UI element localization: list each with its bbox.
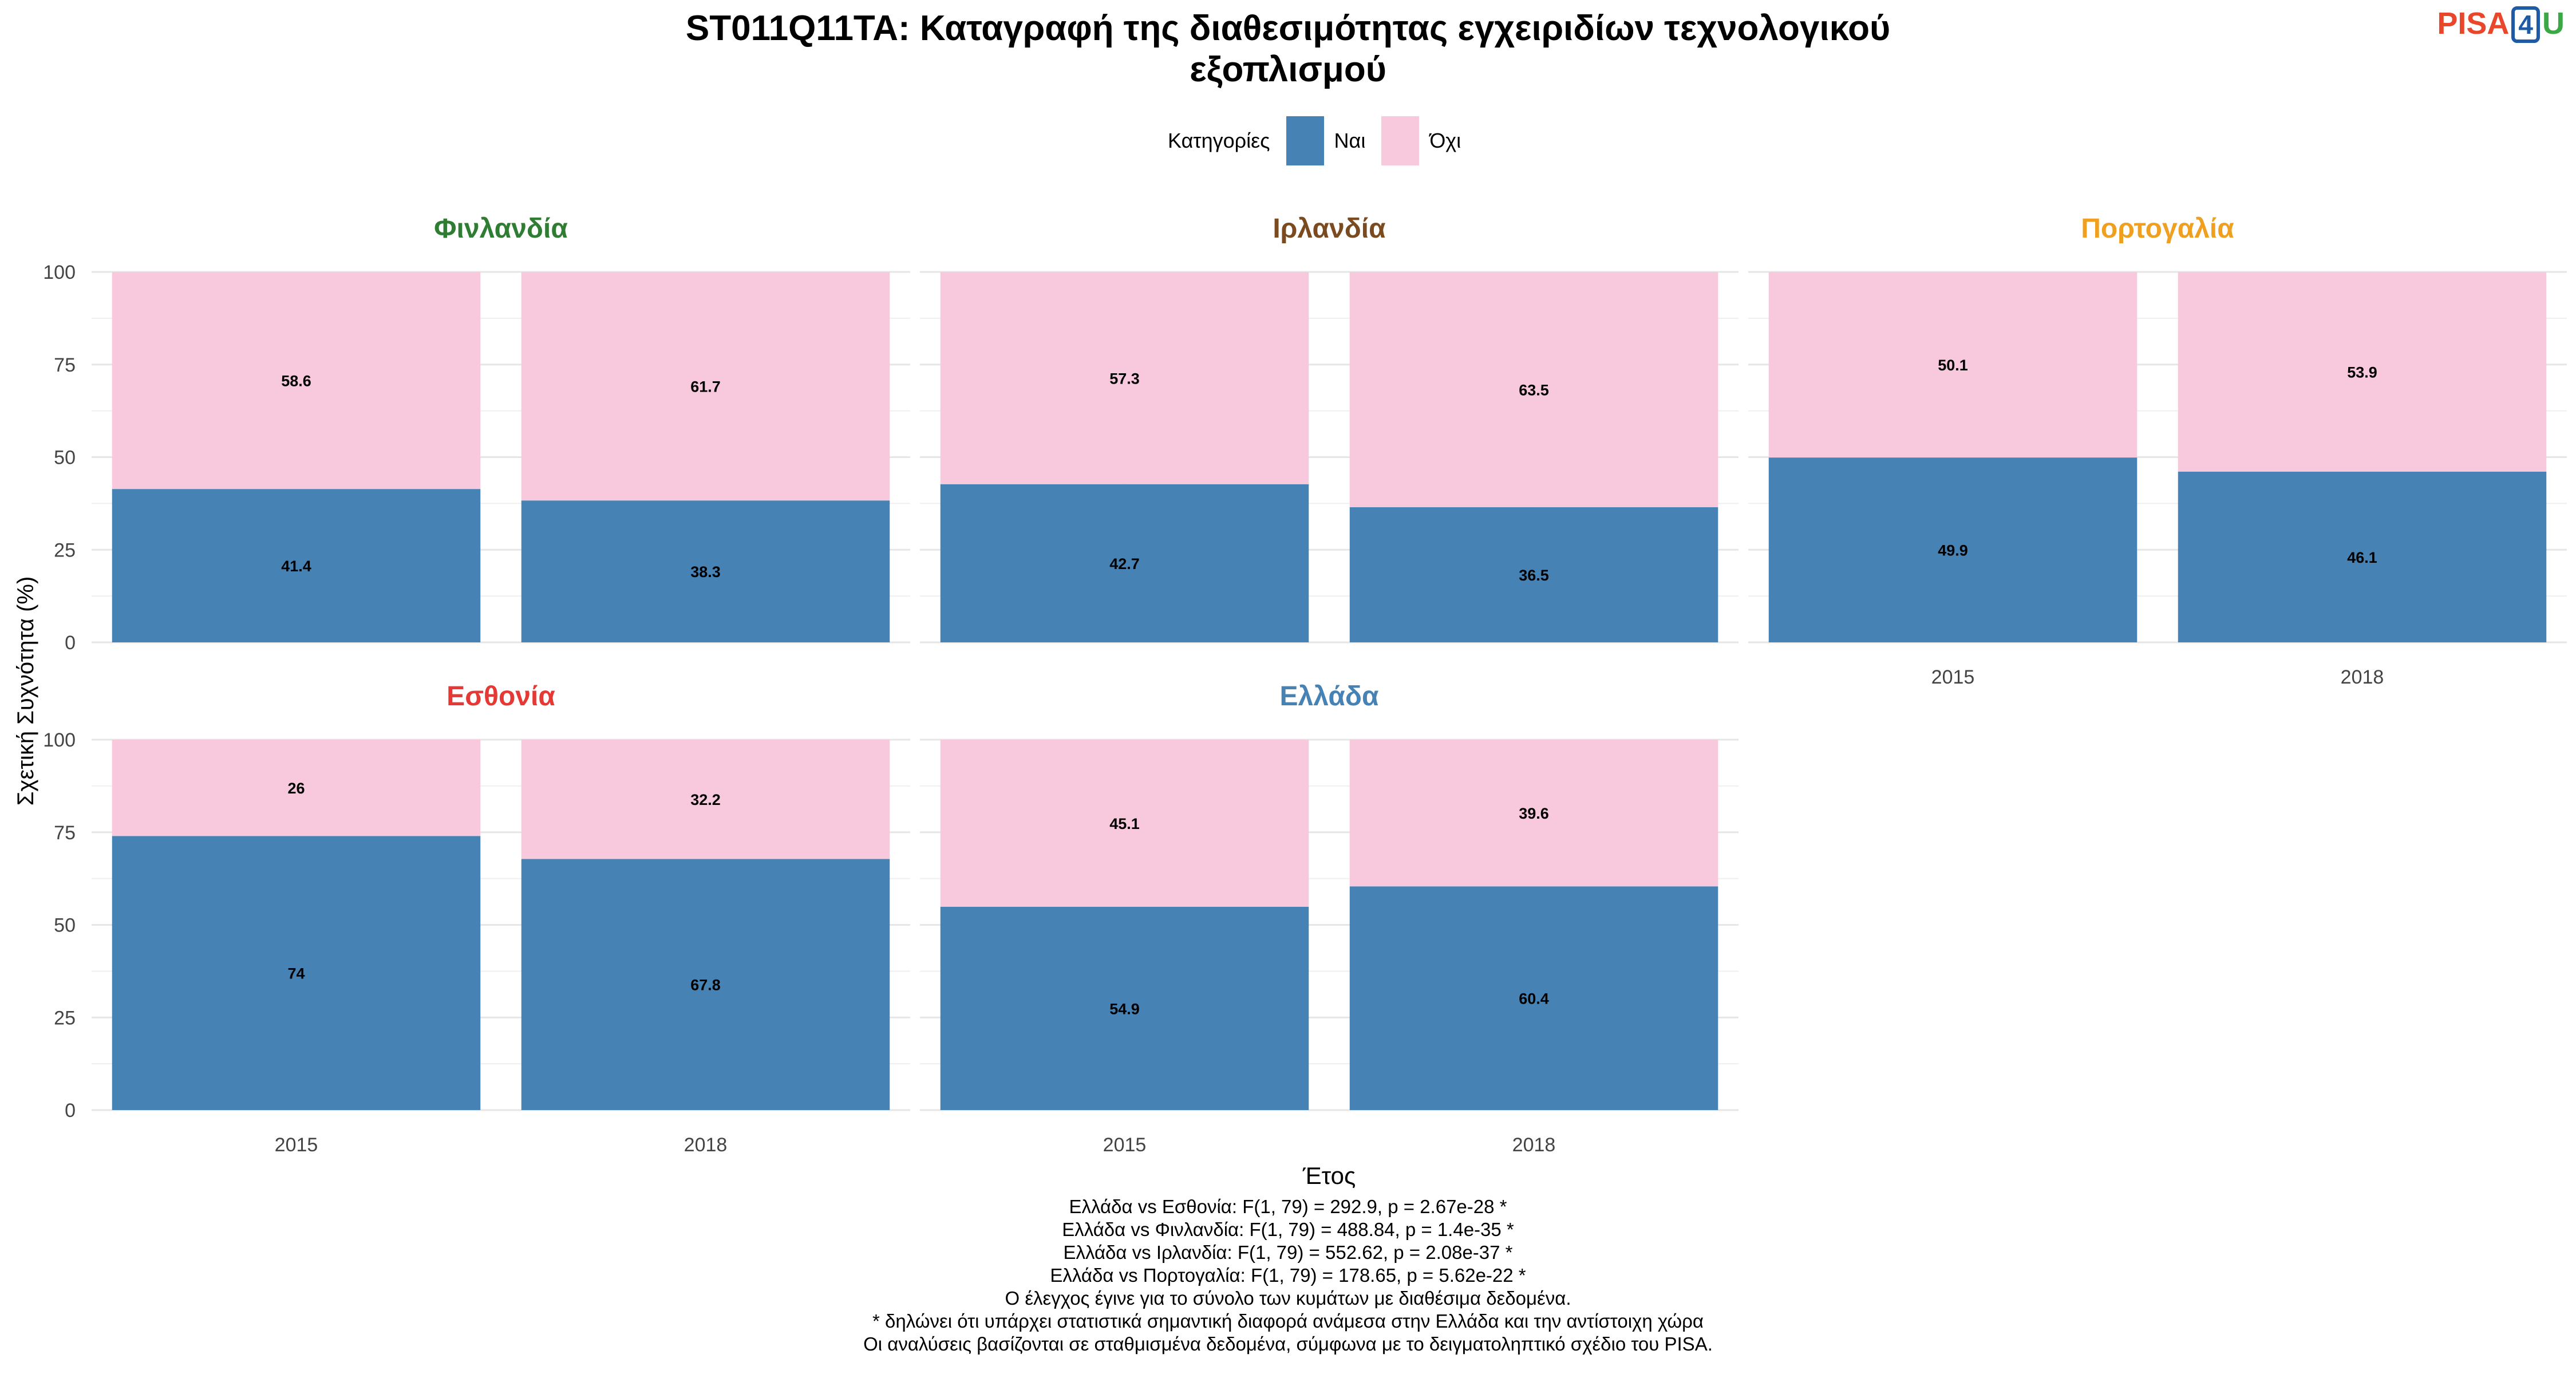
- bar-label-oxi: 32.2: [690, 791, 721, 808]
- note-line: Ελλάδα vs Φινλανδία: F(1, 79) = 488.84, …: [1062, 1219, 1514, 1240]
- x-tick-label: 2015: [1931, 666, 1975, 688]
- note-line: Ελλάδα vs Πορτογαλία: F(1, 79) = 178.65,…: [1050, 1265, 1526, 1286]
- y-tick-label: 25: [54, 539, 76, 561]
- facet-title-2: Ιρλανδία: [1273, 214, 1386, 244]
- bar-nai: [1349, 886, 1718, 1110]
- y-tick-label: 50: [54, 447, 76, 469]
- legend-label-nai: Ναι: [1334, 129, 1366, 152]
- x-axis-title: Έτος: [1302, 1162, 1356, 1189]
- bar-label-nai: 60.4: [1519, 990, 1549, 1008]
- chart-title-line-1: ST011Q11TA: Καταγραφή της διαθεσιμότητας…: [685, 9, 1891, 48]
- bar-label-nai: 38.3: [690, 563, 721, 581]
- note-line: Ο έλεγχος έγινε για το σύνολο των κυμάτω…: [1005, 1288, 1571, 1309]
- bar-label-oxi: 45.1: [1109, 815, 1140, 832]
- bar-label-oxi: 57.3: [1109, 370, 1140, 387]
- x-tick-label: 2018: [684, 1134, 728, 1156]
- y-tick-label: 50: [54, 915, 76, 937]
- bar-label-oxi: 53.9: [2347, 364, 2377, 381]
- bar-label-oxi: 26: [287, 780, 305, 797]
- bar-label-nai: 36.5: [1519, 567, 1549, 584]
- x-tick-label: 2018: [2341, 666, 2384, 688]
- facet-title-4: Εσθονία: [447, 681, 555, 712]
- bar-nai: [112, 489, 481, 642]
- y-tick-label: 75: [54, 822, 76, 844]
- chart-legend: Κατηγορίες Ναι Όχι: [1168, 114, 1461, 167]
- x-tick-label: 2015: [275, 1134, 318, 1156]
- facet-title-5: Ελλάδα: [1280, 681, 1379, 712]
- bar-oxi: [1768, 272, 2138, 458]
- logo-four-text: 4: [2511, 6, 2540, 43]
- bar-label-nai: 67.8: [690, 977, 721, 994]
- facet-title-3: Πορτογαλία: [2081, 214, 2234, 244]
- bar-nai: [521, 859, 890, 1110]
- facet-title-1: Φινλανδία: [434, 214, 568, 244]
- x-tick-label: 2015: [1103, 1134, 1147, 1156]
- bar-oxi: [1349, 740, 1718, 887]
- bar-label-nai: 54.9: [1109, 1000, 1140, 1017]
- bar-label-oxi: 58.6: [281, 373, 311, 390]
- bar-label-oxi: 61.7: [690, 378, 721, 396]
- y-tick-label: 100: [43, 729, 76, 751]
- legend-title: Κατηγορίες: [1168, 129, 1270, 152]
- y-tick-label: 0: [65, 1100, 76, 1122]
- bar-nai: [1349, 507, 1718, 642]
- bar-label-nai: 46.1: [2347, 549, 2377, 566]
- legend-key-oxi: [1381, 116, 1420, 165]
- y-tick-label: 75: [54, 354, 76, 376]
- x-tick-label: 2018: [1512, 1134, 1556, 1156]
- bar-label-nai: 42.7: [1109, 555, 1140, 572]
- bar-label-nai: 41.4: [281, 558, 311, 575]
- logo-pisa-text: PISA: [2437, 6, 2510, 41]
- y-tick-label: 0: [65, 632, 76, 654]
- bar-nai: [112, 836, 481, 1110]
- bar-nai: [1768, 457, 2138, 642]
- statistical-notes: Ελλάδα vs Εσθονία: F(1, 79) = 292.9, p =…: [0, 1195, 2576, 1356]
- bar-label-nai: 74: [287, 965, 305, 982]
- bar-nai: [521, 500, 890, 642]
- pisa4u-logo: PISA 4 U: [2437, 6, 2565, 43]
- bar-oxi: [112, 740, 481, 836]
- note-line: Ελλάδα vs Εσθονία: F(1, 79) = 292.9, p =…: [1069, 1196, 1507, 1217]
- logo-u-text: U: [2542, 6, 2565, 41]
- legend-key-nai: [1286, 116, 1324, 165]
- faceted-bar-chart: Φινλανδία 0 25 50 75 100 41.4 58.6 38.3 61.7 Ιρλαν…: [13, 214, 2567, 1189]
- bar-label-oxi: 39.6: [1519, 805, 1549, 822]
- y-tick-label: 100: [43, 262, 76, 283]
- note-line: Ελλάδα vs Ιρλανδία: F(1, 79) = 552.62, p…: [1063, 1242, 1513, 1263]
- bar-label-oxi: 63.5: [1519, 381, 1549, 398]
- bar-oxi: [940, 272, 1309, 484]
- bar-oxi: [521, 740, 890, 859]
- bar-oxi: [521, 272, 890, 501]
- bar-nai: [940, 906, 1309, 1110]
- bar-label-oxi: 50.1: [1938, 357, 1968, 374]
- y-tick-label: 25: [54, 1007, 76, 1029]
- bar-nai: [940, 484, 1309, 642]
- bar-oxi: [112, 272, 481, 489]
- y-axis-title: Σχετική Συχνότητα (%): [13, 577, 38, 806]
- bar-oxi: [1349, 272, 1718, 507]
- chart-title-line-2: εξοπλισμού: [1190, 50, 1386, 89]
- bar-nai: [2178, 471, 2547, 642]
- bar-oxi: [2178, 272, 2547, 472]
- note-line: * δηλώνει ότι υπάρχει στατιστικά σημαντι…: [872, 1310, 1704, 1332]
- note-line: Οι αναλύσεις βασίζονται σε σταθμισμένα δ…: [863, 1333, 1713, 1355]
- legend-label-oxi: Όχι: [1429, 129, 1461, 152]
- bar-label-nai: 49.9: [1938, 542, 1968, 559]
- bar-oxi: [940, 740, 1309, 907]
